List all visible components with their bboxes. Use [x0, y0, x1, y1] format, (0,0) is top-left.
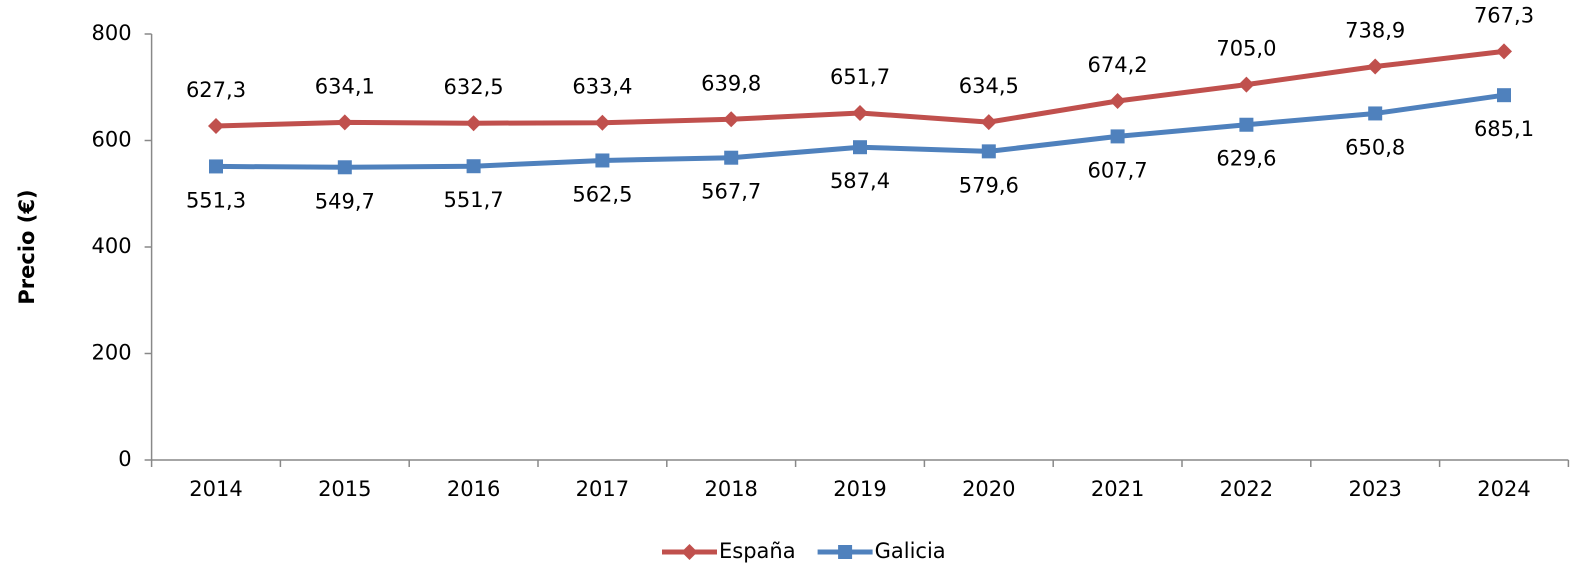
data-label: 551,3	[186, 188, 246, 212]
x-tick-label: 2021	[1091, 477, 1144, 501]
point	[337, 160, 352, 175]
data-label: 705,0	[1216, 37, 1276, 61]
data-label: 633,4	[572, 75, 632, 99]
point	[209, 159, 223, 174]
y-tick-label: 600	[92, 128, 132, 152]
x-tick-label: 2019	[833, 477, 886, 501]
point	[1110, 129, 1125, 144]
legend-marker	[838, 545, 853, 559]
point	[853, 140, 867, 155]
point	[1367, 58, 1384, 75]
data-label: 685,1	[1474, 117, 1534, 141]
data-label: 767,3	[1474, 3, 1534, 27]
data-label: 738,9	[1345, 19, 1405, 43]
point	[594, 114, 611, 131]
legend-label: España	[719, 539, 796, 563]
data-label: 627,3	[186, 78, 246, 102]
x-tick-label: 2023	[1348, 477, 1401, 501]
legend-label: Galicia	[875, 539, 946, 563]
x-tick-label: 2017	[576, 477, 629, 501]
point	[723, 111, 740, 128]
point	[465, 115, 482, 132]
data-label: 587,4	[830, 169, 890, 193]
y-tick-label: 200	[92, 341, 132, 365]
data-label: 567,7	[701, 180, 761, 204]
point	[595, 153, 610, 168]
point	[1109, 92, 1126, 109]
x-tick-label: 2022	[1220, 477, 1273, 501]
y-axis-label: Precio (€)	[15, 189, 39, 304]
x-tick-label: 2016	[447, 477, 500, 501]
data-label: 674,2	[1088, 53, 1148, 77]
x-tick-label: 2015	[318, 477, 371, 501]
point	[1239, 117, 1254, 132]
point	[208, 117, 224, 134]
data-label: 562,5	[572, 182, 632, 206]
point	[980, 114, 997, 131]
point	[466, 159, 481, 174]
data-label: 634,1	[315, 74, 375, 98]
data-label: 607,7	[1088, 158, 1148, 182]
point	[852, 104, 868, 121]
point	[1368, 106, 1383, 121]
point	[1497, 88, 1511, 103]
x-tick-label: 2024	[1477, 477, 1530, 501]
y-tick-label: 400	[92, 234, 132, 258]
y-tick-label: 800	[92, 21, 132, 45]
data-label: 634,5	[959, 74, 1019, 98]
legend-marker	[681, 544, 698, 560]
point	[1496, 43, 1512, 60]
data-label: 551,7	[444, 188, 504, 212]
point	[336, 114, 353, 131]
point	[1238, 76, 1255, 93]
point	[724, 150, 739, 165]
point	[981, 144, 996, 159]
data-label: 651,7	[830, 65, 890, 89]
data-label: 639,8	[701, 71, 761, 95]
y-tick-label: 0	[118, 447, 131, 471]
x-tick-label: 2020	[962, 477, 1015, 501]
x-tick-label: 2014	[189, 477, 242, 501]
data-label: 549,7	[315, 189, 375, 213]
data-label: 650,8	[1345, 135, 1405, 159]
data-label: 579,6	[959, 173, 1019, 197]
data-label: 632,5	[444, 75, 504, 99]
x-tick-label: 2018	[704, 477, 757, 501]
data-label: 629,6	[1216, 147, 1276, 171]
